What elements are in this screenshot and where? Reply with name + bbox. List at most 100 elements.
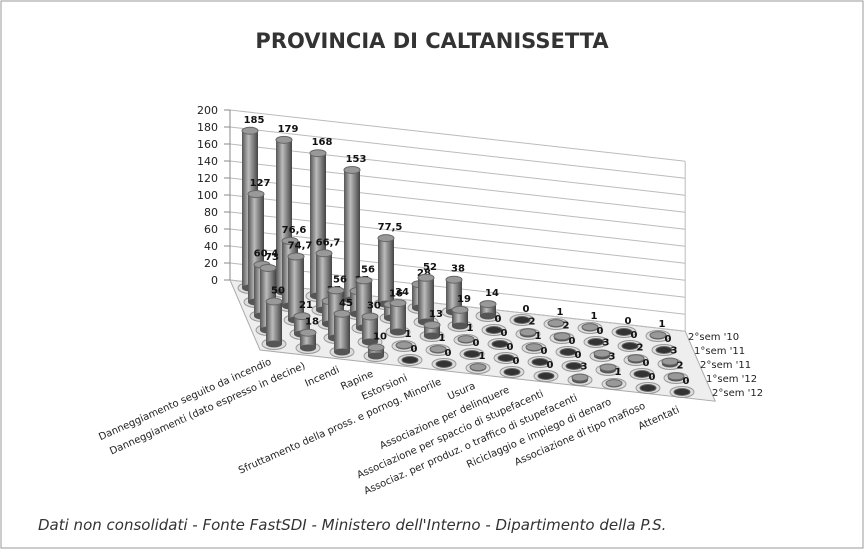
y-tick-label: 0 xyxy=(211,274,218,287)
cylinder-top xyxy=(333,309,351,318)
cylinder-top xyxy=(547,319,565,328)
data-label: 0 xyxy=(523,304,530,315)
data-label: 45 xyxy=(339,298,353,309)
cylinder-top xyxy=(553,332,571,341)
cylinder-top xyxy=(435,360,453,368)
data-label: 18 xyxy=(305,317,319,328)
data-label: 0 xyxy=(665,334,672,345)
cylinder-top xyxy=(571,373,589,382)
data-label: 1 xyxy=(405,329,412,340)
cylinder-bottom xyxy=(266,340,282,348)
data-label: 1 xyxy=(615,367,622,378)
bar xyxy=(424,324,440,336)
cylinder-top xyxy=(463,350,481,358)
cylinder-top xyxy=(627,354,645,363)
data-label: 14 xyxy=(485,288,499,299)
cylinder-top xyxy=(559,348,577,356)
cylinder-top xyxy=(661,357,679,366)
bar xyxy=(418,277,434,322)
cylinder-top xyxy=(299,328,317,337)
data-label: 28 xyxy=(417,268,431,279)
data-label: 76,6 xyxy=(282,225,307,236)
bar xyxy=(480,304,496,316)
data-label: 153 xyxy=(346,154,367,165)
cylinder-top xyxy=(451,305,469,314)
data-label: 56 xyxy=(333,274,347,285)
data-label: 0 xyxy=(495,314,502,325)
grid-line xyxy=(229,126,686,179)
legend-label: 1°sem '12 xyxy=(706,374,757,385)
bar xyxy=(288,256,304,320)
data-label: 0 xyxy=(569,336,576,347)
cylinder-top xyxy=(367,343,385,352)
cylinder-top xyxy=(531,358,549,366)
legend-label: 1°sem '11 xyxy=(694,346,745,357)
cylinder-top xyxy=(377,234,395,243)
cylinder-top xyxy=(327,286,345,295)
bar xyxy=(266,301,282,344)
cylinder-top xyxy=(445,275,463,284)
cylinder-top xyxy=(287,252,305,261)
cylinder-top xyxy=(519,328,537,337)
data-label: 21 xyxy=(299,300,313,311)
cylinder-top xyxy=(309,149,327,158)
data-label: 0 xyxy=(625,316,632,327)
cylinder-bottom xyxy=(390,328,406,336)
cylinder-top xyxy=(633,370,651,378)
data-label: 1 xyxy=(479,351,486,362)
data-label: 73 xyxy=(265,252,279,263)
data-label: 13 xyxy=(429,309,443,320)
cylinder-top xyxy=(275,135,293,144)
data-label: 0 xyxy=(547,360,554,371)
data-label: 52 xyxy=(423,262,437,273)
cylinder-top xyxy=(565,362,583,370)
cylinder-top xyxy=(503,368,521,376)
cylinder-top xyxy=(259,263,277,272)
data-label: 0 xyxy=(597,326,604,337)
y-tick-label: 40 xyxy=(204,240,218,253)
y-tick-label: 60 xyxy=(204,223,218,236)
data-label: 3 xyxy=(603,337,610,348)
y-tick-label: 120 xyxy=(197,172,218,185)
cylinder-top xyxy=(281,236,299,245)
bar xyxy=(446,279,462,312)
data-label: 0 xyxy=(411,344,418,355)
cylinder-top xyxy=(513,316,531,324)
cylinder-top xyxy=(649,331,667,340)
cylinder-top xyxy=(343,165,361,174)
data-label: 1 xyxy=(467,323,474,334)
data-label: 0 xyxy=(473,338,480,349)
data-label: 38 xyxy=(451,264,465,275)
cylinder-top xyxy=(621,342,639,350)
cylinder-top xyxy=(639,384,657,392)
cylinder-top xyxy=(241,126,259,135)
cylinder-top xyxy=(479,300,497,309)
cylinder-top xyxy=(423,320,441,329)
cylinder-top xyxy=(605,379,623,388)
grid-line xyxy=(229,109,686,162)
data-label: 1 xyxy=(659,319,666,330)
cylinder-top xyxy=(265,297,283,306)
data-label: 0 xyxy=(575,350,582,361)
legend-label: 2°sem '11 xyxy=(700,360,751,371)
cylinder-bottom xyxy=(368,352,384,360)
y-tick-label: 100 xyxy=(197,189,218,202)
data-label: 34 xyxy=(395,287,409,298)
data-label: 60,4 xyxy=(254,249,279,260)
y-tick-label: 140 xyxy=(197,155,218,168)
data-label: 0 xyxy=(513,356,520,367)
grid-line xyxy=(229,211,686,264)
data-label: 66,7 xyxy=(316,237,341,248)
bar xyxy=(334,313,350,352)
cylinder-bottom xyxy=(452,322,468,330)
cylinder-top xyxy=(355,276,373,285)
data-label: 185 xyxy=(244,115,265,126)
cylinder-top xyxy=(315,249,333,258)
bar xyxy=(368,347,384,356)
cylinder-top xyxy=(491,340,509,348)
cylinder-top xyxy=(389,299,407,308)
footnote: Dati non consolidati - Fonte FastSDI - M… xyxy=(38,516,666,534)
data-label: 2 xyxy=(677,360,684,371)
cylinder-top xyxy=(469,363,487,372)
